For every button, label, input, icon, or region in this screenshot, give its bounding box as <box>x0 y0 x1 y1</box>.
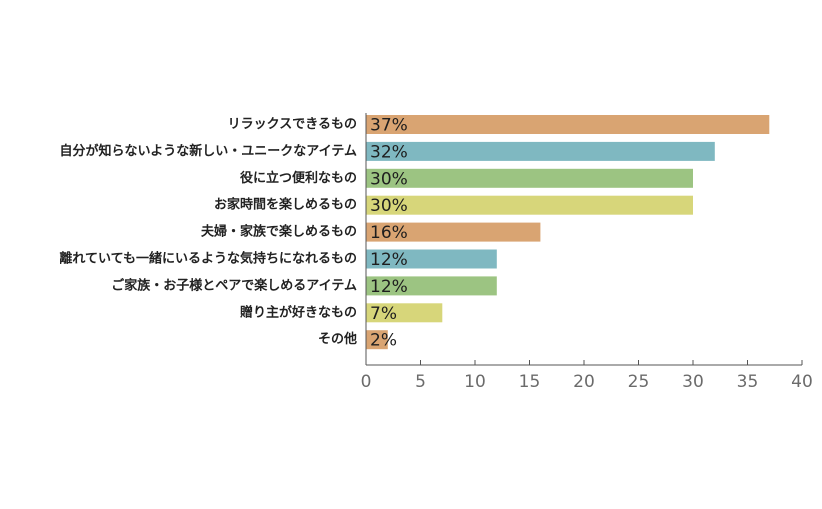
bar-3 <box>366 195 693 215</box>
x-tick-label-1: 5 <box>415 372 426 392</box>
bar-0 <box>366 115 770 134</box>
x-tick-label-5: 25 <box>628 372 650 392</box>
data-label-8: 2% <box>370 331 397 351</box>
bar-5 <box>366 249 497 269</box>
category-label-6: ご家族・お子様とペアで楽しめるアイテム <box>111 277 357 293</box>
category-label-2: 役に立つ便利なもの <box>240 170 357 186</box>
x-tick-label-6: 30 <box>682 372 704 392</box>
bar-6 <box>366 276 497 296</box>
x-tick-label-3: 15 <box>519 372 541 392</box>
bars-group <box>366 115 770 350</box>
x-tick-label-2: 10 <box>464 372 486 392</box>
data-label-6: 12% <box>370 277 408 297</box>
data-label-1: 32% <box>370 142 408 162</box>
data-labels: 37% 32% 30% 30% 16% 12% 12% 7% 2% <box>370 116 408 351</box>
x-tick-label-4: 20 <box>573 372 595 392</box>
data-label-7: 7% <box>370 304 397 324</box>
category-label-5: 離れていても一緒にいるような気持ちになれるもの <box>59 251 357 267</box>
data-label-4: 16% <box>370 223 408 243</box>
x-tick-label-0: 0 <box>361 372 372 392</box>
data-label-2: 30% <box>370 169 408 189</box>
bar-4 <box>366 222 541 242</box>
bar-2 <box>366 168 693 188</box>
bar-8 <box>366 330 388 350</box>
x-tick-label-8: 40 <box>791 372 813 392</box>
bar-7 <box>366 303 443 323</box>
category-label-0: リラックスできるもの <box>228 117 357 132</box>
category-label-8: その他 <box>318 331 357 347</box>
data-label-3: 30% <box>370 196 408 216</box>
category-label-3: お家時間を楽しめるもの <box>214 197 357 213</box>
x-tick-label-7: 35 <box>737 372 759 392</box>
data-label-5: 12% <box>370 250 408 270</box>
category-label-4: 夫婦・家族で楽しめるもの <box>201 224 357 240</box>
category-label-7: 贈り主が好きなもの <box>240 304 357 320</box>
x-axis-ticks: 0 5 10 15 20 25 30 35 40 <box>361 360 813 392</box>
category-label-1: 自分が知らないような新しい・ユニークなアイテム <box>60 143 357 159</box>
bar-1 <box>366 141 715 161</box>
data-label-0: 37% <box>370 116 408 136</box>
category-labels: リラックスできるもの自分が知らないような新しい・ユニークなアイテム役に立つ便利な… <box>59 117 357 347</box>
